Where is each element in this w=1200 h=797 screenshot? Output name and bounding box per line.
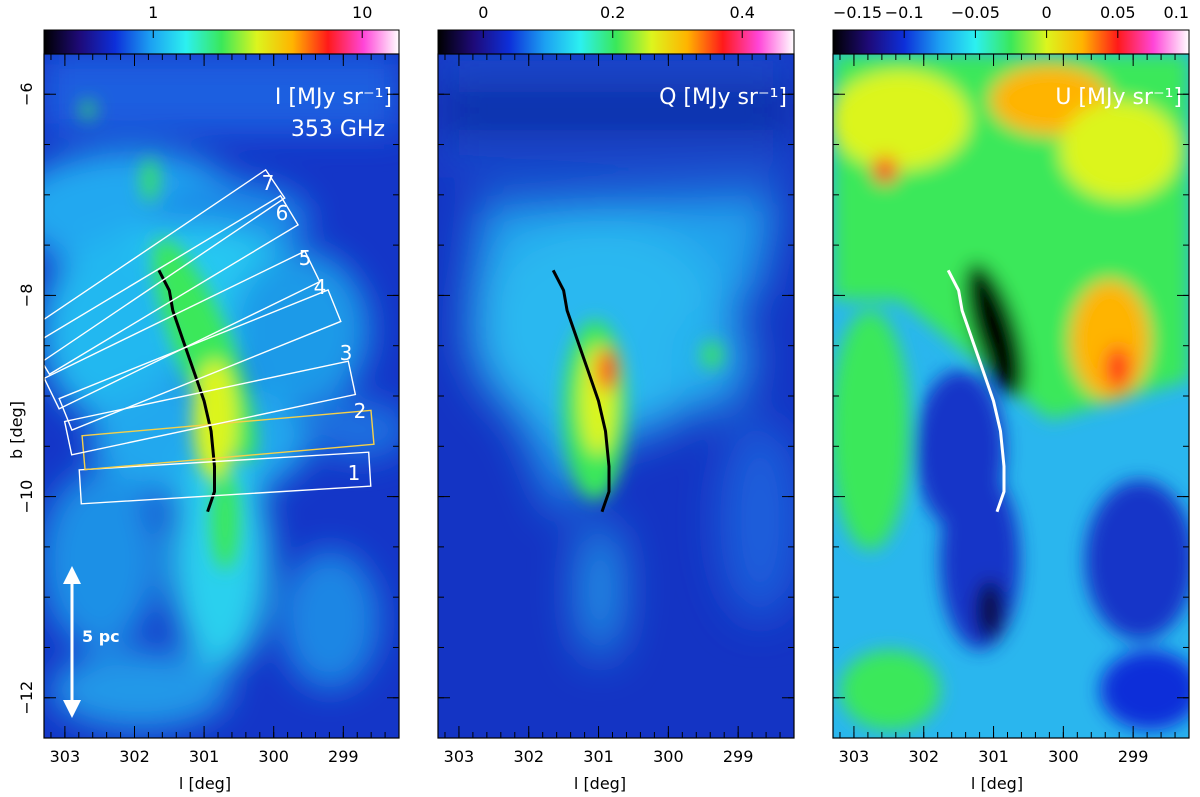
x-tick-label: 300	[258, 747, 289, 766]
cut-box-label: 1	[348, 461, 361, 485]
colorbar-u-bar	[832, 29, 1190, 55]
label-frequency: 353 GHz	[291, 117, 385, 142]
y-tick-label: −10	[17, 480, 36, 514]
ylabel: b [deg]	[7, 401, 26, 459]
cut-box	[58, 289, 342, 431]
label-q: Q [MJy sr⁻¹]	[659, 85, 787, 110]
x-tick-label: 301	[583, 747, 614, 766]
cut-box-label: 2	[354, 399, 367, 423]
panel-intensity: 1 10	[7, 3, 400, 793]
x-tick-label: 303	[50, 747, 81, 766]
label-u: U [MJy sr⁻¹]	[1055, 85, 1182, 110]
panel-u: −0.15 −0.1 −0.05 0 0.05 0.1	[832, 3, 1190, 793]
xlabel-q: l [deg]	[574, 774, 626, 793]
filament-ridge-line	[946, 269, 1006, 513]
colorbar-tick-label: −0.1	[885, 3, 924, 22]
cut-box-label: 4	[314, 275, 327, 299]
cut-box-label: 5	[299, 246, 312, 270]
axis-ticks-u: 303 302 301 300 299	[833, 54, 1190, 766]
x-tick-label: 302	[513, 747, 544, 766]
axis-ticks-intensity: 303 302 301 300 299 −6 −8 −10 −12	[17, 54, 400, 766]
x-tick-label: 300	[653, 747, 684, 766]
xlabel-intensity: l [deg]	[179, 774, 231, 793]
y-tick-label: −6	[17, 82, 36, 106]
cut-box	[30, 194, 300, 376]
axis-ticks-q: 303 302 301 300 299	[438, 54, 795, 766]
x-tick-label: 299	[328, 747, 359, 766]
scale-bar-label: 5 pc	[82, 627, 120, 646]
colorbar-q-ticks: 0 0.2 0.4	[478, 3, 755, 38]
colorbar-tick-label: 0	[1042, 3, 1052, 22]
x-tick-label: 299	[723, 747, 754, 766]
x-tick-label: 302	[908, 747, 939, 766]
colorbar-q: 0 0.2 0.4	[437, 3, 795, 55]
label-intensity: I [MJy sr⁻¹]	[275, 85, 392, 110]
colorbar-intensity: 1 10	[43, 3, 400, 55]
colorbar-tick-label: 0.4	[729, 3, 754, 22]
x-tick-label: 302	[119, 747, 150, 766]
colorbar-tick-label: 1	[148, 3, 158, 22]
colorbar-q-bar	[437, 29, 795, 55]
colorbar-tick-label: −0.05	[951, 3, 1000, 22]
scale-bar: 5 pc	[63, 566, 120, 718]
panel-q: 0 0.2 0.4 Q [MJy sr⁻¹] 303 302 301 300	[437, 3, 795, 793]
colorbar-tick-label: 0	[478, 3, 488, 22]
x-tick-label: 299	[1118, 747, 1149, 766]
colorbar-tick-label: 0.2	[600, 3, 625, 22]
colorbar-u: −0.15 −0.1 −0.05 0 0.05 0.1	[832, 3, 1190, 55]
cut-box	[78, 451, 372, 505]
cut-box-label: 6	[276, 201, 289, 225]
y-tick-label: −12	[17, 681, 36, 715]
x-tick-label: 303	[839, 747, 870, 766]
colorbar-tick-label: 0.1	[1164, 3, 1189, 22]
colorbar-tick-label: 10	[352, 3, 372, 22]
colorbar-tick-label: 0.05	[1100, 3, 1136, 22]
map-u	[833, 54, 1189, 738]
x-tick-label: 300	[1048, 747, 1079, 766]
filament-ridge-line	[551, 269, 611, 513]
colorbar-u-ticks: −0.15 −0.1 −0.05 0 0.05 0.1	[832, 3, 1190, 38]
filament-ridge-q	[551, 269, 611, 513]
colorbar-intensity-bar	[43, 29, 400, 55]
x-tick-label: 303	[444, 747, 475, 766]
cut-box	[63, 360, 357, 456]
map-q	[438, 54, 794, 738]
cut-box-label: 3	[340, 341, 353, 365]
filament-ridge-u	[946, 269, 1006, 513]
cut-box	[43, 250, 321, 410]
cut-box-label: 7	[262, 171, 275, 195]
x-tick-label: 301	[978, 747, 1009, 766]
colorbar-tick-label: −0.15	[833, 3, 882, 22]
cut-box	[24, 168, 286, 362]
xlabel-u: l [deg]	[971, 774, 1023, 793]
colorbar-intensity-ticks: 1 10	[148, 3, 372, 38]
y-tick-label: −8	[17, 284, 36, 308]
x-tick-label: 301	[189, 747, 220, 766]
